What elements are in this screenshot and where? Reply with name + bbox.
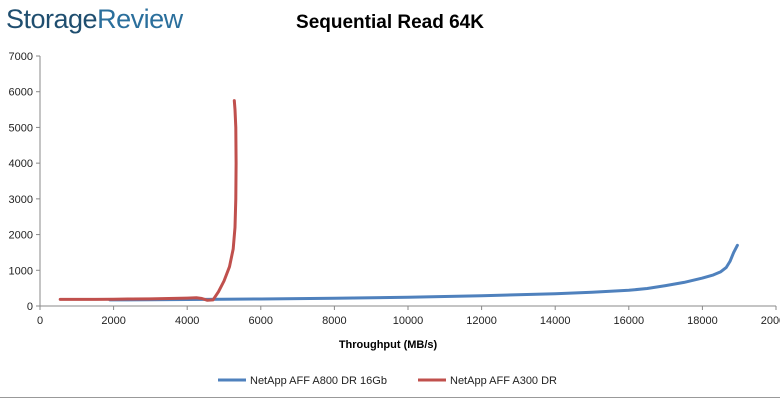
logo-text-storage: Storage	[6, 4, 98, 34]
y-axis-ticks: 0 1000 2000 3000 4000 5000 6000 7000	[9, 51, 40, 313]
x-tick-label: 4000	[175, 315, 199, 327]
logo-text-review: Review	[97, 4, 183, 34]
x-tick-label: 14000	[540, 315, 571, 327]
x-axis-ticks: 0 2000 4000 6000 8000 10000 12000 14000 16000 180…	[37, 306, 780, 327]
x-tick-label: 16000	[614, 315, 645, 327]
y-tick-label: 5000	[9, 122, 33, 134]
y-tick-label: 1000	[9, 265, 33, 277]
y-tick-label: 4000	[9, 158, 33, 170]
legend: NetApp AFF A800 DR 16Gb NetApp AFF A300 D…	[218, 375, 557, 387]
chart-axes	[39, 56, 776, 307]
x-tick-label: 20000	[761, 315, 780, 327]
x-tick-label: 10000	[393, 315, 424, 327]
x-tick-label: 18000	[687, 315, 718, 327]
series-line-2	[58, 99, 238, 302]
y-tick-label: 6000	[9, 87, 33, 99]
legend-label-1: NetApp AFF A800 DR 16Gb	[250, 375, 387, 387]
chart-title: Sequential Read 64K	[296, 12, 484, 33]
y-tick-label: 3000	[9, 194, 33, 206]
x-tick-label: 8000	[322, 315, 346, 327]
y-tick-label: 2000	[9, 230, 33, 242]
bottom-divider	[0, 397, 780, 398]
y-tick-label: 7000	[9, 51, 33, 63]
x-tick-label: 0	[37, 315, 43, 327]
storagereview-logo: StorageReview	[6, 4, 183, 35]
series-line-1	[108, 243, 739, 302]
x-tick-label: 12000	[466, 315, 497, 327]
x-tick-label: 2000	[101, 315, 125, 327]
series-lines	[58, 99, 739, 302]
x-tick-label: 6000	[249, 315, 273, 327]
x-axis-label: Throughput (MB/s)	[339, 339, 438, 351]
legend-label-2: NetApp AFF A300 DR	[450, 375, 557, 387]
y-tick-label: 0	[27, 301, 33, 313]
